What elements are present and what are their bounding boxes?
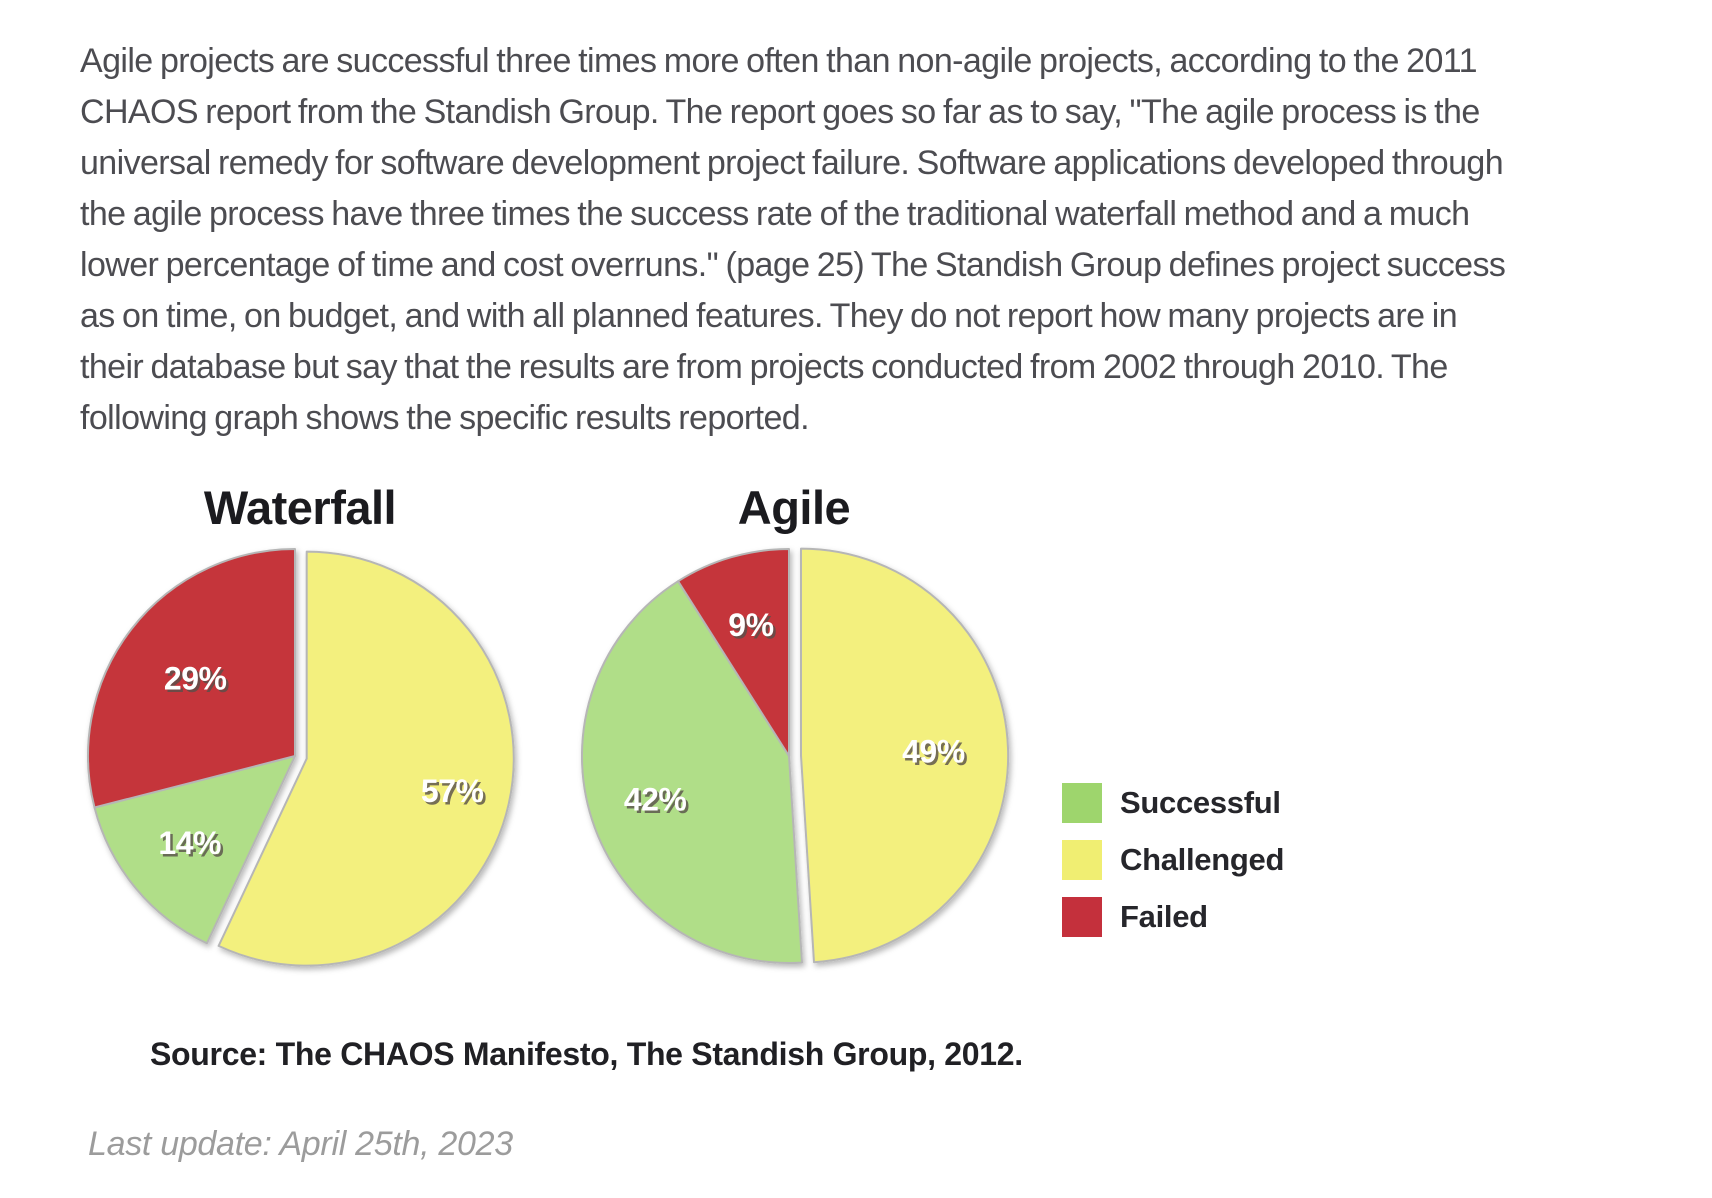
- pie-label-shadow: 57%: [423, 776, 486, 812]
- charts-area: Waterfall 57% 57% 14% 14% 29% 29% Agile 49% 49…: [80, 481, 1632, 980]
- pie-slice-challenged: [800, 547, 1010, 964]
- pie-label: 14%: [158, 825, 221, 861]
- pie-label-shadow: 29%: [166, 663, 229, 699]
- legend-row-successful: Successful: [1062, 783, 1284, 823]
- pie-slice-failed: [87, 548, 296, 809]
- pie-slice-challenged: [217, 550, 515, 967]
- agile-chart-title: Agile: [737, 481, 851, 534]
- legend-row-challenged: Challenged: [1062, 840, 1284, 880]
- waterfall-pie-svg: 57%57%14%14%29%29%: [87, 548, 515, 967]
- legend-row-failed: Failed: [1062, 897, 1284, 937]
- successful-swatch: [1062, 783, 1102, 823]
- pie-label: 29%: [164, 661, 227, 697]
- article-page: Agile projects are successful three time…: [80, 42, 1632, 1163]
- pie-label: 42%: [624, 782, 687, 818]
- pie-label-shadow: 14%: [161, 828, 224, 864]
- pie-slice-successful: [93, 755, 296, 945]
- pie-label: 57%: [421, 773, 484, 809]
- pie-slice-failed: [677, 548, 790, 757]
- pie-label-shadow: 9%: [731, 609, 776, 645]
- last-update-note: Last update: April 25th, 2023: [88, 1125, 513, 1163]
- chart-legend: Successful Challenged Failed: [1062, 783, 1284, 954]
- waterfall-chart-title: Waterfall: [203, 481, 397, 534]
- pie-label: 49%: [902, 734, 965, 770]
- failed-swatch: [1062, 897, 1102, 937]
- pie-label-shadow: 49%: [905, 736, 968, 772]
- pie-label: 9%: [728, 607, 773, 643]
- pie-label-shadow: 42%: [626, 784, 689, 820]
- legend-label-failed: Failed: [1120, 899, 1208, 934]
- legend-label-successful: Successful: [1120, 785, 1281, 820]
- legend-label-challenged: Challenged: [1120, 842, 1285, 877]
- agile-pie-chart: Agile 49% 49% 42% 42% 9% 9%: [569, 481, 1019, 977]
- challenged-swatch: [1062, 840, 1102, 880]
- pie-slice-successful: [581, 580, 803, 965]
- waterfall-pie-chart: Waterfall 57% 57% 14% 14% 29% 29%: [75, 481, 525, 977]
- agile-pie-svg: 49%49%42%42%9%9%: [581, 547, 1010, 965]
- source-note: Source: The CHAOS Manifesto, The Standis…: [150, 1036, 1023, 1072]
- intro-paragraph: Agile projects are successful three time…: [80, 42, 1506, 437]
